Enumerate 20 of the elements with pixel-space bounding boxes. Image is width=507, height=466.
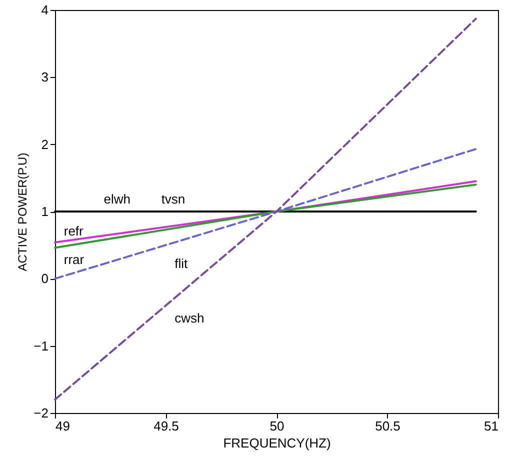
annotation: cwsh	[174, 310, 204, 326]
y-tick-label: 0	[41, 271, 48, 286]
y-tick-label: −2	[34, 406, 48, 420]
annotation: refr	[64, 224, 84, 239]
y-tick-label: −1	[34, 338, 48, 354]
y-tick-label: 4	[41, 2, 48, 18]
annotation: tvsn	[161, 191, 186, 206]
annotation: flit	[174, 256, 188, 271]
x-tick-label: 50.5	[375, 418, 400, 434]
x-tick-label: 49.5	[154, 418, 179, 434]
x-tick-label: 49	[56, 418, 70, 434]
x-axis-title: FREQUENCY(HZ)	[223, 436, 331, 450]
annotation: rrar	[64, 252, 85, 267]
y-tick-label: 1	[41, 204, 48, 219]
x-tick-label: 50	[270, 418, 284, 434]
x-tick-label: 51	[484, 418, 498, 434]
y-axis-title: ACTIVE POWER(P.U)	[16, 152, 30, 272]
y-tick-label: 3	[41, 70, 48, 85]
y-tick-label: 2	[41, 136, 48, 152]
annotation: elwh	[104, 191, 130, 206]
